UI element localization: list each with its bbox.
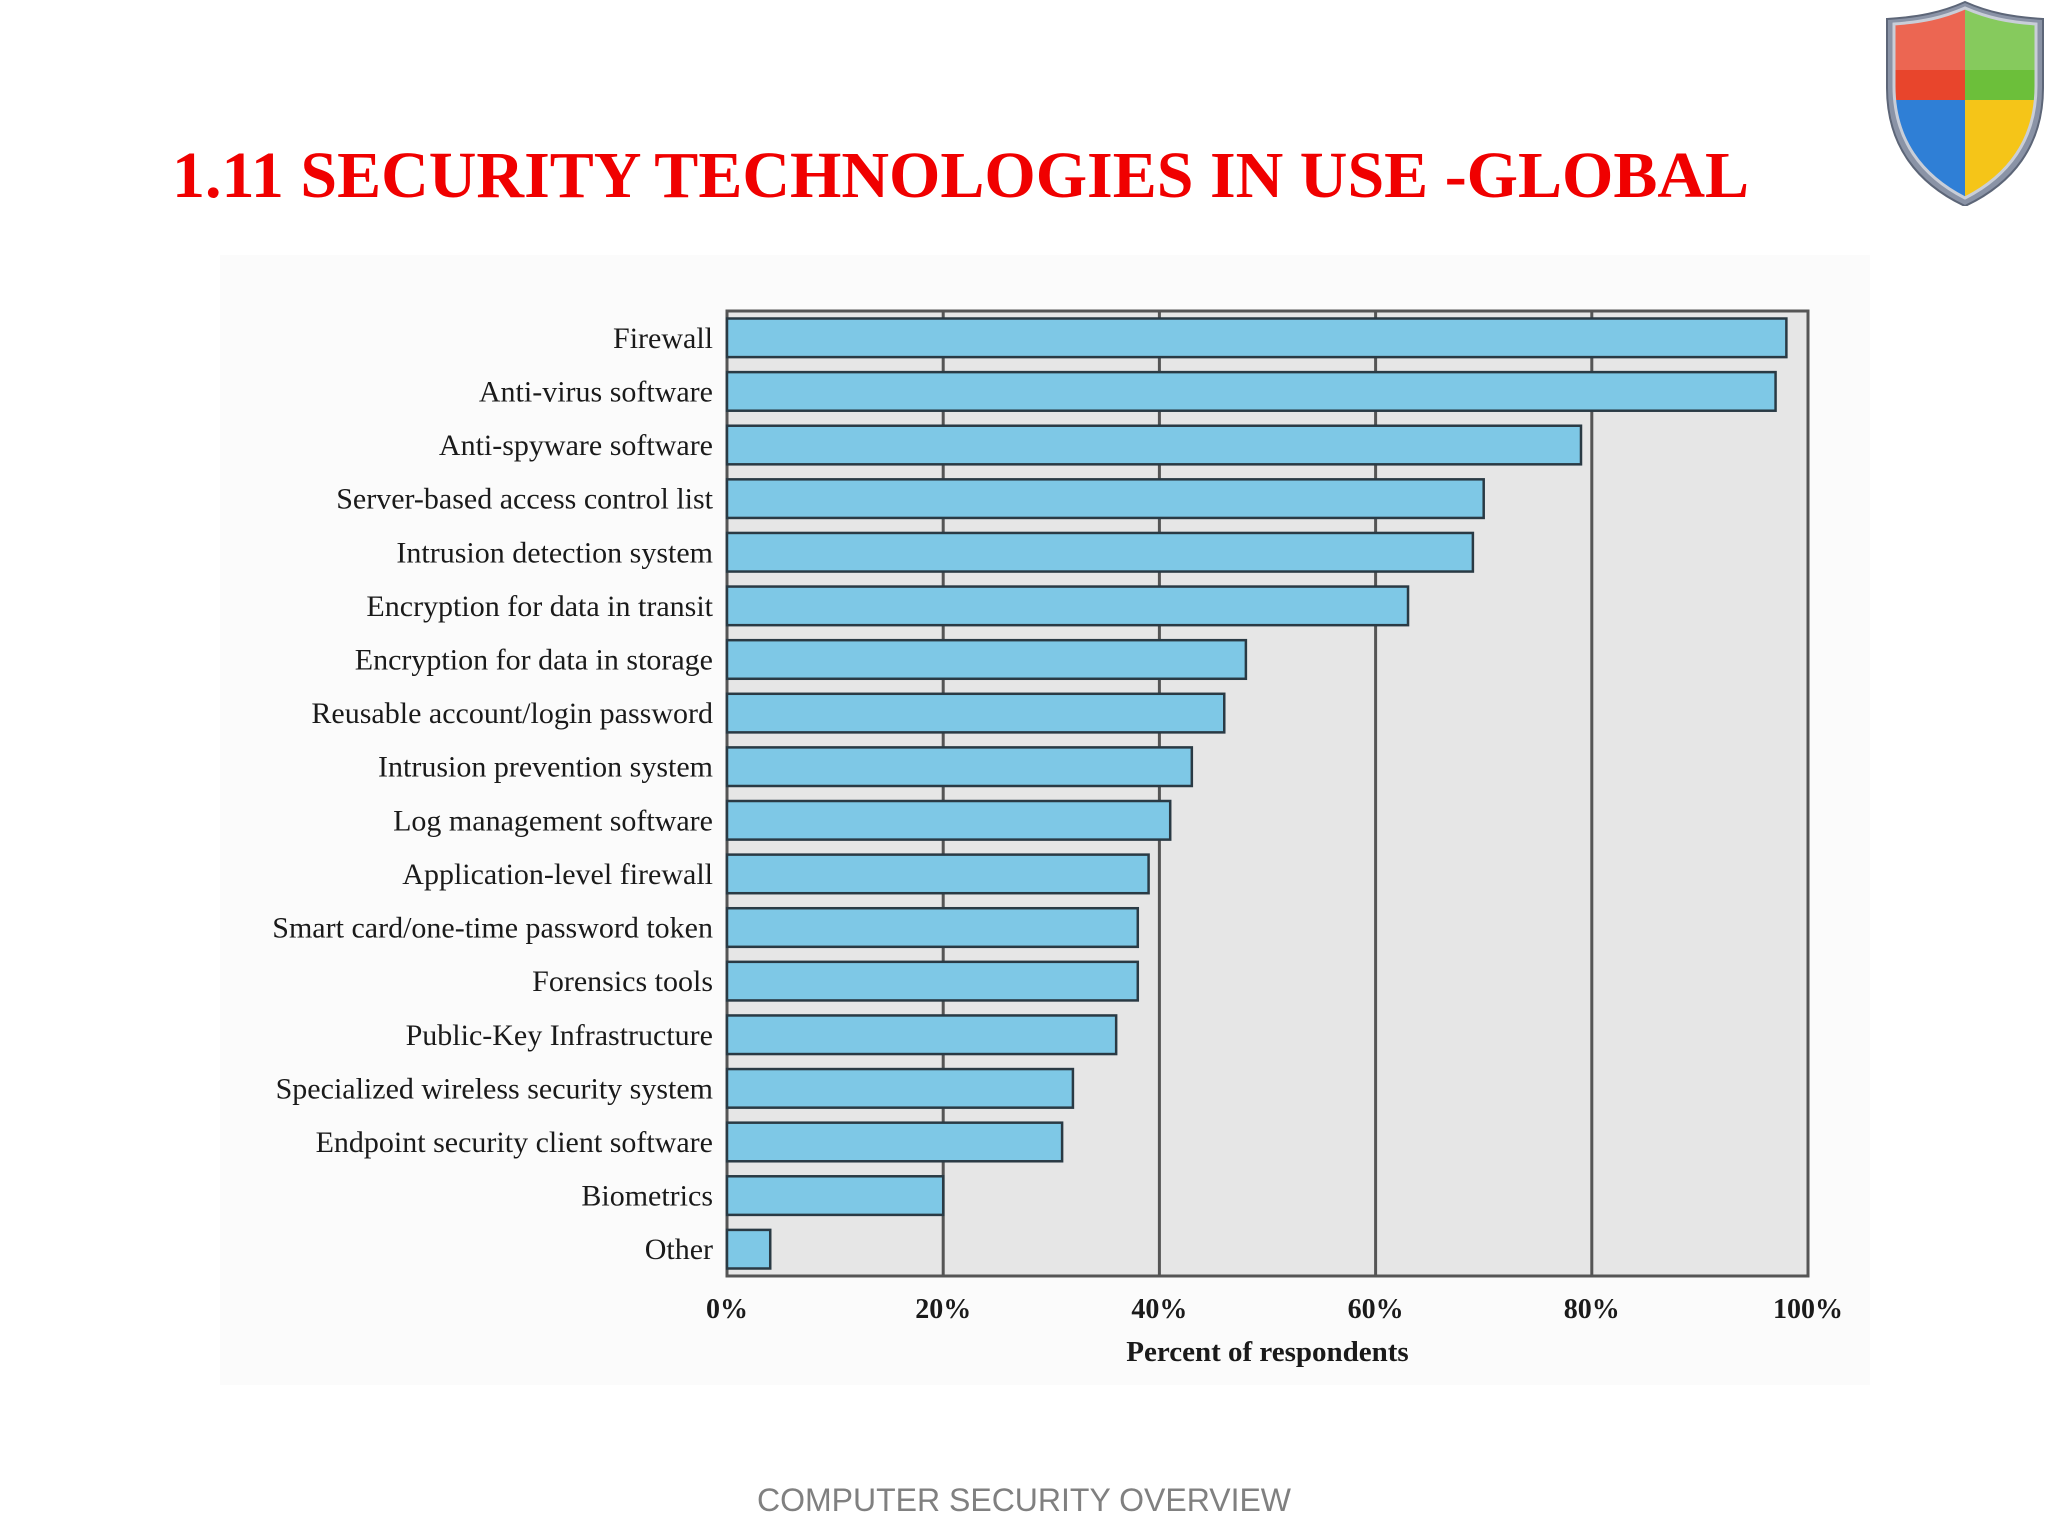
x-tick-label: 60% xyxy=(1348,1294,1404,1325)
x-tick-label: 80% xyxy=(1564,1294,1620,1325)
bar xyxy=(725,638,1248,681)
bar xyxy=(725,1014,1118,1056)
plot-background xyxy=(725,309,1810,1278)
bar xyxy=(725,370,1777,412)
bar xyxy=(725,960,1140,1002)
category-label: Endpoint security client software xyxy=(316,1126,713,1159)
shield-icon xyxy=(1882,0,2048,208)
bar xyxy=(725,1121,1064,1163)
category-label: Server-based access control list xyxy=(336,483,713,516)
bar xyxy=(725,317,1788,359)
bar xyxy=(725,799,1172,841)
category-label: Log management software xyxy=(393,804,713,837)
slide-title: 1.11 SECURITY TECHNOLOGIES IN USE -GLOBA… xyxy=(172,139,1750,212)
bar xyxy=(725,585,1410,627)
bar xyxy=(725,531,1475,573)
category-label: Anti-virus software xyxy=(479,375,713,408)
x-tick-label: 20% xyxy=(915,1294,971,1325)
category-label: Intrusion prevention system xyxy=(378,751,713,784)
x-tick-label: 40% xyxy=(1131,1294,1187,1325)
category-label: Specialized wireless security system xyxy=(276,1072,713,1105)
security-technologies-bar-chart: Firewall Anti-virus software Anti-spyware … xyxy=(272,309,1843,1368)
bar xyxy=(725,424,1583,466)
category-label: Other xyxy=(645,1233,713,1266)
x-axis-title: Percent of respondents xyxy=(1126,1336,1408,1368)
slide-footer: COMPUTER SECURITY OVERVIEW xyxy=(757,1482,1291,1518)
category-label: Intrusion detection system xyxy=(396,536,713,569)
category-label: Reusable account/login password xyxy=(311,697,713,730)
x-tick-label: 100% xyxy=(1773,1294,1843,1325)
category-label: Firewall xyxy=(613,322,713,355)
bar xyxy=(725,1067,1075,1109)
category-label: Smart card/one-time password token xyxy=(272,912,713,945)
category-label: Biometrics xyxy=(581,1180,713,1213)
bar xyxy=(725,746,1194,788)
category-label: Application-level firewall xyxy=(402,858,713,891)
bar xyxy=(725,1228,772,1270)
bar xyxy=(725,692,1226,734)
bar xyxy=(725,1175,945,1217)
category-label: Encryption for data in storage xyxy=(355,643,713,676)
category-label: Encryption for data in transit xyxy=(366,590,713,623)
chart-area: Firewall Anti-virus software Anti-spyware … xyxy=(220,255,1870,1385)
bar xyxy=(725,906,1140,949)
x-tick-label: 0% xyxy=(706,1294,748,1325)
bar xyxy=(725,478,1485,520)
category-label: Anti-spyware software xyxy=(439,429,713,462)
category-label: Public-Key Infrastructure xyxy=(406,1019,713,1052)
bar xyxy=(725,853,1150,895)
category-label: Forensics tools xyxy=(532,965,713,998)
